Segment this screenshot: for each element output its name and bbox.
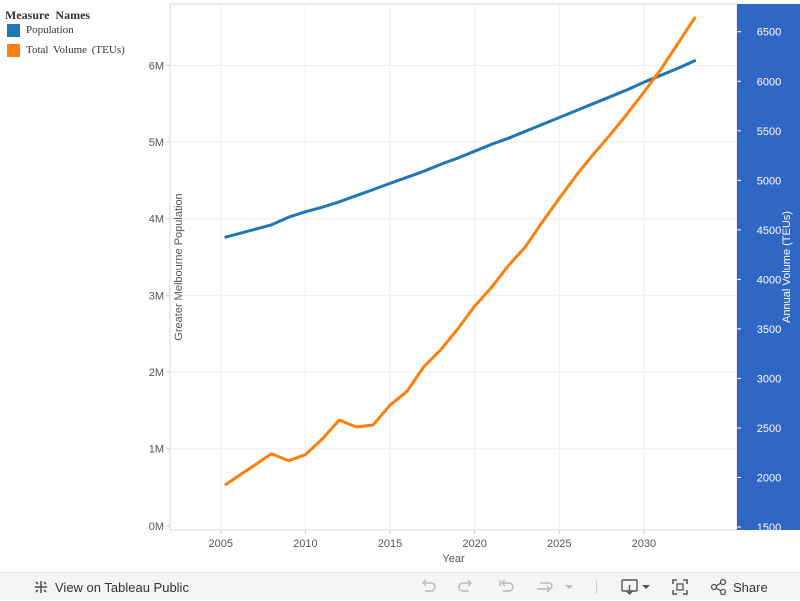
- x-tick-label: 2020: [462, 538, 486, 550]
- y2-tick-label: 2500: [757, 423, 781, 435]
- y-tick-label: 6M: [149, 60, 164, 72]
- undo-icon: [422, 579, 436, 592]
- y2-tick-label: 3500: [757, 324, 781, 336]
- dropdown-icon: [565, 585, 573, 589]
- share-label: Share: [733, 579, 768, 595]
- legend: Measure Names Population Total Volume (T…: [0, 0, 168, 572]
- y2-axis-title: Annual Volume (TEUs): [781, 211, 793, 323]
- tableau-logo-icon: [32, 578, 50, 596]
- y2-tick-label: 5000: [757, 175, 781, 187]
- toolbar-divider: [596, 580, 597, 594]
- y2-tick-label: 4500: [757, 225, 781, 237]
- legend-swatch-volume: [7, 43, 20, 57]
- y2-tick-label: 4000: [757, 274, 781, 286]
- y2-tick-label: 1500: [757, 522, 781, 534]
- y-tick-label: 1M: [149, 444, 164, 456]
- undo-button[interactable]: [418, 573, 438, 601]
- revert-icon: [499, 579, 514, 592]
- x-tick-label: 2015: [378, 538, 402, 550]
- x-axis-title: Year: [442, 553, 465, 565]
- legend-title: Measure Names: [5, 8, 91, 22]
- legend-item-volume[interactable]: Total Volume (TEUs): [7, 42, 125, 58]
- legend-label-volume: Total Volume (TEUs): [26, 44, 125, 56]
- right-axis-band: [737, 4, 800, 530]
- y2-tick-label: 6500: [757, 27, 781, 39]
- y2-tick-label: 5500: [757, 126, 781, 138]
- toolbar: View on Tableau Public: [0, 572, 800, 600]
- y-tick-label: 2M: [149, 367, 164, 379]
- refresh-button[interactable]: [534, 573, 556, 601]
- plot-area: [169, 3, 738, 531]
- y-tick-label: 0M: [149, 521, 164, 533]
- revert-button[interactable]: [496, 573, 516, 601]
- y-tick-label: 3M: [149, 290, 164, 302]
- fullscreen-icon: [672, 579, 688, 595]
- y2-tick-label: 3000: [757, 373, 781, 385]
- view-on-tableau-label: View on Tableau Public: [55, 579, 189, 595]
- view-on-tableau-link[interactable]: View on Tableau Public: [32, 573, 189, 601]
- redo-button[interactable]: [456, 573, 476, 601]
- y-tick-label: 4M: [149, 214, 164, 226]
- refresh-dropdown[interactable]: [564, 573, 574, 601]
- refresh-icon: [537, 582, 553, 593]
- y-tick-label: 5M: [149, 137, 164, 149]
- population-line[interactable]: [224, 59, 697, 239]
- x-tick-label: 2010: [293, 538, 317, 550]
- x-tick-label: 2005: [209, 538, 233, 550]
- download-icon: [621, 579, 650, 595]
- share-button[interactable]: Share: [709, 573, 768, 601]
- volume-line[interactable]: [224, 16, 697, 486]
- fullscreen-button[interactable]: [670, 573, 690, 601]
- y2-tick-label: 6000: [757, 76, 781, 88]
- x-tick-label: 2025: [547, 538, 571, 550]
- legend-label-population: Population: [26, 24, 74, 36]
- share-icon: [710, 578, 727, 596]
- x-tick-label: 2030: [632, 538, 656, 550]
- legend-item-population[interactable]: Population: [7, 22, 74, 38]
- dual-axis-line-chart: 0M 1M 2M 3M 4M 5M 6M 1500 2000 2500 3000 3500 4000 45…: [149, 3, 800, 565]
- y2-tick-label: 2000: [757, 472, 781, 484]
- legend-swatch-population: [7, 23, 20, 37]
- redo-icon: [458, 579, 472, 592]
- download-button[interactable]: [620, 573, 652, 601]
- y-axis-title: Greater Melbourne Population: [173, 193, 185, 340]
